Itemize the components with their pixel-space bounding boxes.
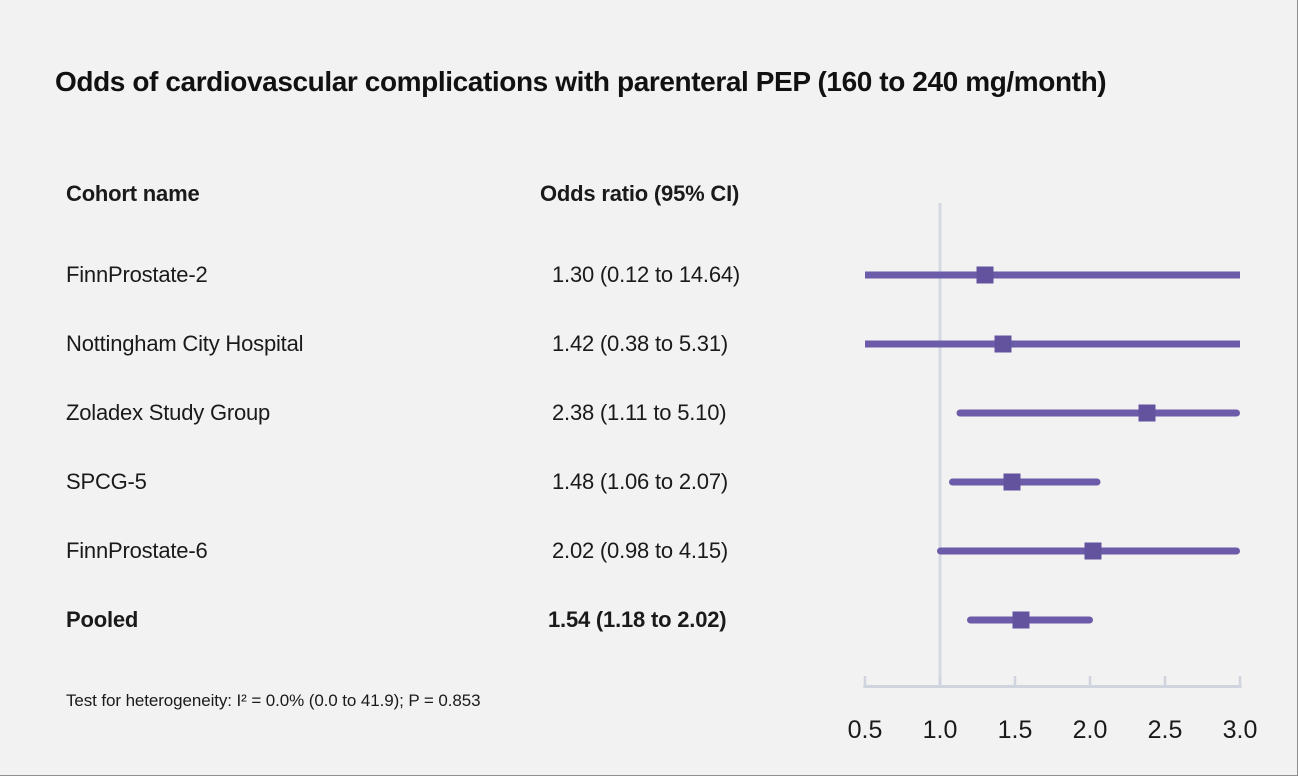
- estimate-marker: [1084, 542, 1102, 560]
- x-axis-tick-label: 1.5: [998, 716, 1033, 744]
- estimate-marker: [1138, 404, 1156, 422]
- column-headers: Cohort name Odds ratio (95% CI): [0, 181, 830, 209]
- odds-ratio-value: 1.54 (1.18 to 2.02): [548, 607, 727, 632]
- odds-ratio-value: 1.48 (1.06 to 2.07): [552, 469, 728, 494]
- cohort-name: FinnProstate-6: [66, 538, 208, 563]
- x-axis-tick: [1163, 676, 1167, 685]
- x-axis-tick-label: 2.5: [1148, 716, 1183, 744]
- col-header-odds-ratio: Odds ratio (95% CI): [540, 181, 740, 206]
- x-axis-tick: [863, 676, 867, 685]
- heterogeneity-note: Test for heterogeneity: I² = 0.0% (0.0 t…: [66, 691, 481, 710]
- x-axis-tick-label: 2.0: [1073, 716, 1108, 744]
- reference-line: [938, 203, 942, 688]
- x-axis-tick-label: 3.0: [1223, 716, 1258, 744]
- odds-ratio-value: 2.38 (1.11 to 5.10): [552, 400, 727, 425]
- x-axis-tick: [1013, 676, 1017, 685]
- cohort-name: Zoladex Study Group: [66, 400, 271, 425]
- table-row-pooled: Pooled 1.54 (1.18 to 2.02): [0, 606, 830, 634]
- table-row: Nottingham City Hospital 1.42 (0.38 to 5…: [0, 330, 830, 358]
- table-row: FinnProstate-2 1.30 (0.12 to 14.64): [0, 261, 830, 289]
- ci-line: [865, 271, 1240, 279]
- ci-line: [967, 616, 1093, 624]
- ci-line: [865, 340, 1240, 348]
- x-axis-tick-label: 1.0: [923, 716, 958, 744]
- estimate-marker: [1003, 473, 1021, 491]
- cohort-name: FinnProstate-2: [66, 262, 208, 287]
- x-axis-tick: [938, 676, 942, 685]
- cohort-name: SPCG-5: [66, 469, 147, 494]
- odds-ratio-value: 1.42 (0.38 to 5.31): [552, 331, 728, 356]
- x-axis-tick: [1238, 676, 1242, 685]
- col-header-cohort-name: Cohort name: [66, 181, 200, 206]
- ci-line: [937, 547, 1240, 555]
- odds-ratio-value: 2.02 (0.98 to 4.15): [552, 538, 728, 563]
- table-row: SPCG-5 1.48 (1.06 to 2.07): [0, 468, 830, 496]
- x-axis-line: [863, 685, 1242, 688]
- cohort-name: Nottingham City Hospital: [66, 331, 304, 356]
- pooled-estimate-marker: [1012, 611, 1030, 629]
- table-row: Zoladex Study Group 2.38 (1.11 to 5.10): [0, 399, 830, 427]
- table-row: FinnProstate-6 2.02 (0.98 to 4.15): [0, 537, 830, 565]
- ci-line: [956, 409, 1240, 417]
- figure-title: Odds of cardiovascular complications wit…: [55, 66, 1107, 97]
- x-axis-tick-label: 0.5: [848, 716, 883, 744]
- cohort-name: Pooled: [66, 607, 139, 632]
- odds-ratio-value: 1.30 (0.12 to 14.64): [552, 262, 741, 287]
- x-axis-tick: [1088, 676, 1092, 685]
- estimate-marker: [994, 335, 1012, 353]
- ci-line: [949, 478, 1101, 486]
- estimate-marker: [976, 266, 994, 284]
